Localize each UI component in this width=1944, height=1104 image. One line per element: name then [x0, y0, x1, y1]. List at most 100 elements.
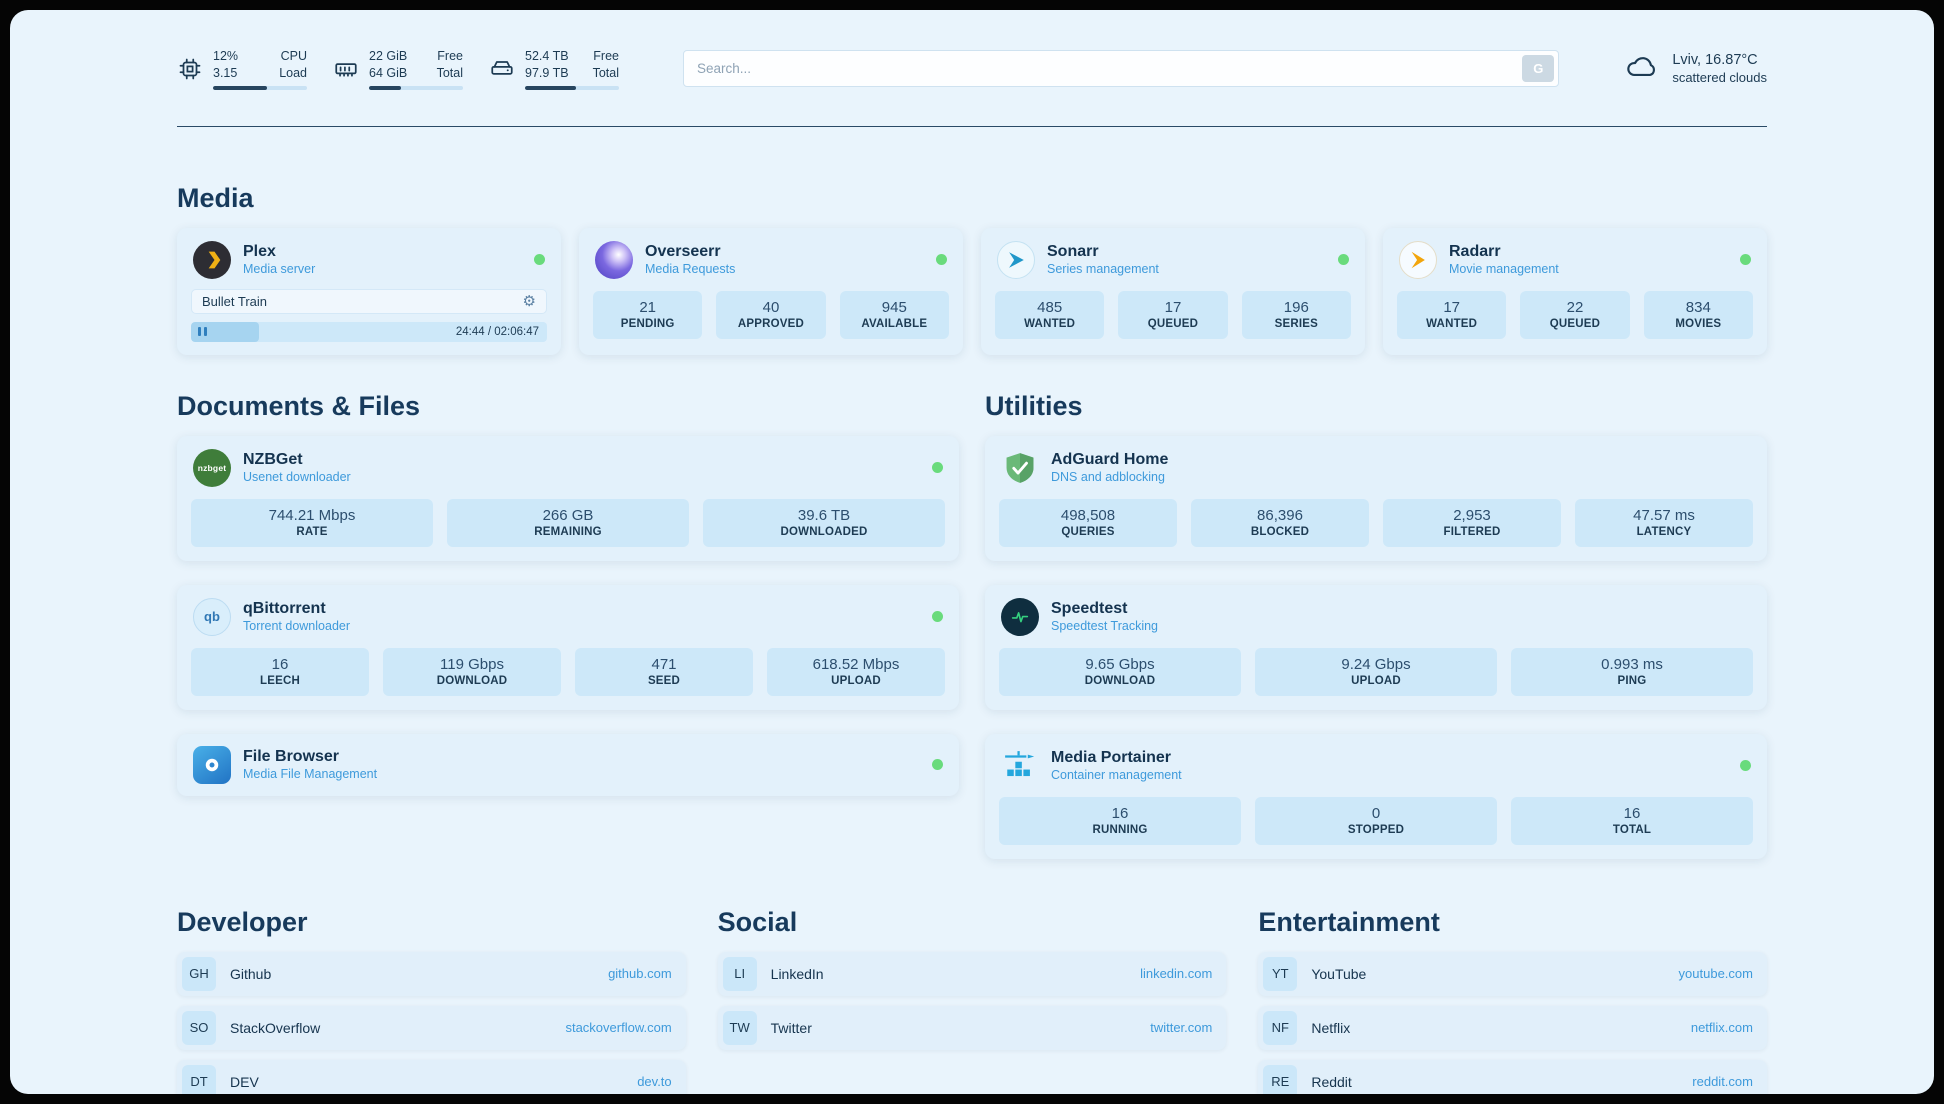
stat-value: 0.993 ms [1601, 655, 1663, 673]
bookmark-url: dev.to [637, 1074, 672, 1090]
app-name: AdGuard Home [1051, 451, 1169, 469]
status-dot [932, 759, 943, 771]
ram-free-label: Free [437, 49, 463, 63]
app-subtitle: Movie management [1449, 262, 1559, 277]
stat-value: 119 Gbps [440, 655, 504, 673]
stat-tile: 266 GB REMAINING [447, 498, 689, 547]
app-card-overseerr[interactable]: Overseerr Media Requests 21 PENDING 40 APP… [579, 227, 963, 355]
top-bar: 12% CPU 3.15 Load 22 GiB Free 64 GiB Total [177, 10, 1767, 90]
now-playing-title: Bullet Train [202, 293, 268, 309]
bookmark-netflix[interactable]: NF Netflix netflix.com [1258, 1005, 1767, 1050]
disk-total-value: 97.9 TB [525, 65, 569, 80]
stat-value: 40 [762, 298, 780, 316]
ram-progress-bar [369, 85, 463, 90]
app-card-speedtest[interactable]: Speedtest Speedtest Tracking 9.65 Gbps DO… [985, 584, 1767, 710]
app-name: NZBGet [243, 451, 303, 469]
status-dot [936, 254, 947, 266]
app-name: File Browser [243, 748, 340, 766]
search-input[interactable] [683, 50, 1560, 88]
app-card-filebrowser[interactable]: File Browser Media File Management [177, 733, 959, 796]
bookmark-abbr: SO [182, 1010, 216, 1045]
stat-value: 47.57 ms [1633, 506, 1695, 524]
stat-label: AVAILABLE [861, 317, 928, 330]
bookmark-github[interactable]: GH Github github.com [177, 951, 686, 996]
app-subtitle: Media File Management [243, 767, 378, 782]
cpu-progress-fill [213, 85, 267, 90]
bookmark-url: netflix.com [1690, 1020, 1753, 1036]
stat-label: SEED [647, 674, 681, 687]
cpu-load-value: 3.15 [213, 65, 238, 80]
playback-progress-bar[interactable]: 24:44 / 02:06:47 [191, 321, 547, 342]
bookmark-name: YouTube [1311, 965, 1367, 982]
pause-icon[interactable] [198, 323, 209, 341]
app-subtitle: Media Requests [645, 262, 736, 277]
stat-label: DOWNLOAD [1084, 674, 1156, 687]
app-subtitle: Torrent downloader [243, 619, 351, 634]
bookmark-youtube[interactable]: YT YouTube youtube.com [1258, 951, 1767, 996]
bookmark-abbr: LI [722, 956, 757, 991]
stat-value: 39.6 TB [797, 506, 851, 524]
filebrowser-icon [193, 745, 231, 784]
speedtest-icon [1001, 597, 1039, 636]
stat-value: 618.52 Mbps [812, 655, 900, 673]
stat-label: DOWNLOAD [436, 674, 508, 687]
playback-progress-fill [191, 321, 259, 342]
app-card-sonarr[interactable]: Sonarr Series management 485 WANTED 17 QUE… [981, 227, 1365, 355]
app-card-qbittorrent[interactable]: qb qBittorrent Torrent downloader 16 LEEC… [177, 584, 959, 710]
gear-icon[interactable]: ⚙ [522, 292, 536, 310]
bookmarks-entertainment: Entertainment YT YouTube youtube.com NF … [1258, 907, 1767, 1094]
stat-tile: 21 PENDING [593, 290, 703, 339]
stat-tile: 16 TOTAL [1511, 796, 1753, 845]
stat-value: 16 [271, 655, 289, 673]
stats-row: 485 WANTED 17 QUEUED 196 SERIES [981, 289, 1365, 353]
stat-value: 744.21 Mbps [268, 506, 356, 524]
bookmark-twitter[interactable]: TW Twitter twitter.com [717, 1005, 1227, 1050]
stat-label: FILTERED [1443, 525, 1501, 538]
app-subtitle: Speedtest Tracking [1051, 619, 1159, 634]
stat-value: 945 [881, 298, 907, 316]
stat-label: BLOCKED [1250, 525, 1310, 538]
app-subtitle: Media server [243, 262, 316, 277]
weather-widget: Lviv, 16.87°C scattered clouds [1623, 51, 1767, 86]
cloud-icon [1623, 51, 1661, 86]
disk-progress-fill [525, 85, 576, 90]
bookmark-reddit[interactable]: RE Reddit reddit.com [1258, 1059, 1767, 1094]
stats-row: 9.65 Gbps DOWNLOAD 9.24 Gbps UPLOAD 0.993 … [985, 646, 1767, 710]
adguard-icon [1001, 449, 1039, 487]
stat-tile: 485 WANTED [995, 290, 1105, 339]
stat-label: TOTAL [1612, 823, 1652, 836]
app-card-nzbget[interactable]: nzbget NZBGet Usenet downloader 744.21 M… [177, 435, 959, 561]
stat-tile: 834 MOVIES [1643, 290, 1753, 339]
overseerr-icon [595, 240, 633, 279]
app-card-plex[interactable]: Plex Media server Bullet Train ⚙ 24:44 /… [177, 227, 561, 355]
utilities-column: Utilities AdGuard Home DNS and adblockin… [985, 391, 1767, 859]
bookmark-stackoverflow[interactable]: SO StackOverflow stackoverflow.com [177, 1005, 686, 1050]
stat-value: 2,953 [1453, 506, 1491, 524]
stat-label: PENDING [620, 317, 675, 330]
stat-label: RUNNING [1092, 823, 1148, 836]
disk-progress-bar [525, 85, 619, 90]
stats-row: 16 RUNNING 0 STOPPED 16 TOTAL [985, 795, 1767, 859]
disk-icon [489, 56, 515, 82]
stat-value: 196 [1283, 298, 1309, 316]
app-card-adguard[interactable]: AdGuard Home DNS and adblocking 498,508 Q… [985, 435, 1767, 561]
bookmark-url: stackoverflow.com [565, 1020, 672, 1036]
cpu-metric: 12% CPU 3.15 Load [177, 48, 307, 90]
stat-label: DOWNLOADED [780, 525, 868, 538]
bookmarks-social: Social LI LinkedIn linkedin.com TW Twitt… [717, 906, 1227, 1094]
stat-value: 471 [651, 655, 677, 673]
app-card-portainer[interactable]: Media Portainer Container management 16 R… [985, 733, 1767, 859]
qbittorrent-icon: qb [193, 597, 231, 636]
bookmark-url: youtube.com [1678, 966, 1753, 982]
bookmark-dev[interactable]: DT DEV dev.to [177, 1059, 686, 1094]
section-title-social: Social [717, 906, 798, 937]
bookmark-name: Netflix [1311, 1019, 1351, 1036]
stat-tile: 16 LEECH [191, 647, 369, 696]
bookmark-linkedin[interactable]: LI LinkedIn linkedin.com [717, 951, 1227, 996]
stat-tile: 17 WANTED [1397, 290, 1507, 339]
stat-value: 86,396 [1257, 506, 1303, 524]
search-engine-button[interactable]: G [1522, 55, 1555, 83]
radarr-icon [1399, 240, 1437, 279]
app-card-radarr[interactable]: Radarr Movie management 17 WANTED 22 QUEUE… [1383, 227, 1767, 355]
